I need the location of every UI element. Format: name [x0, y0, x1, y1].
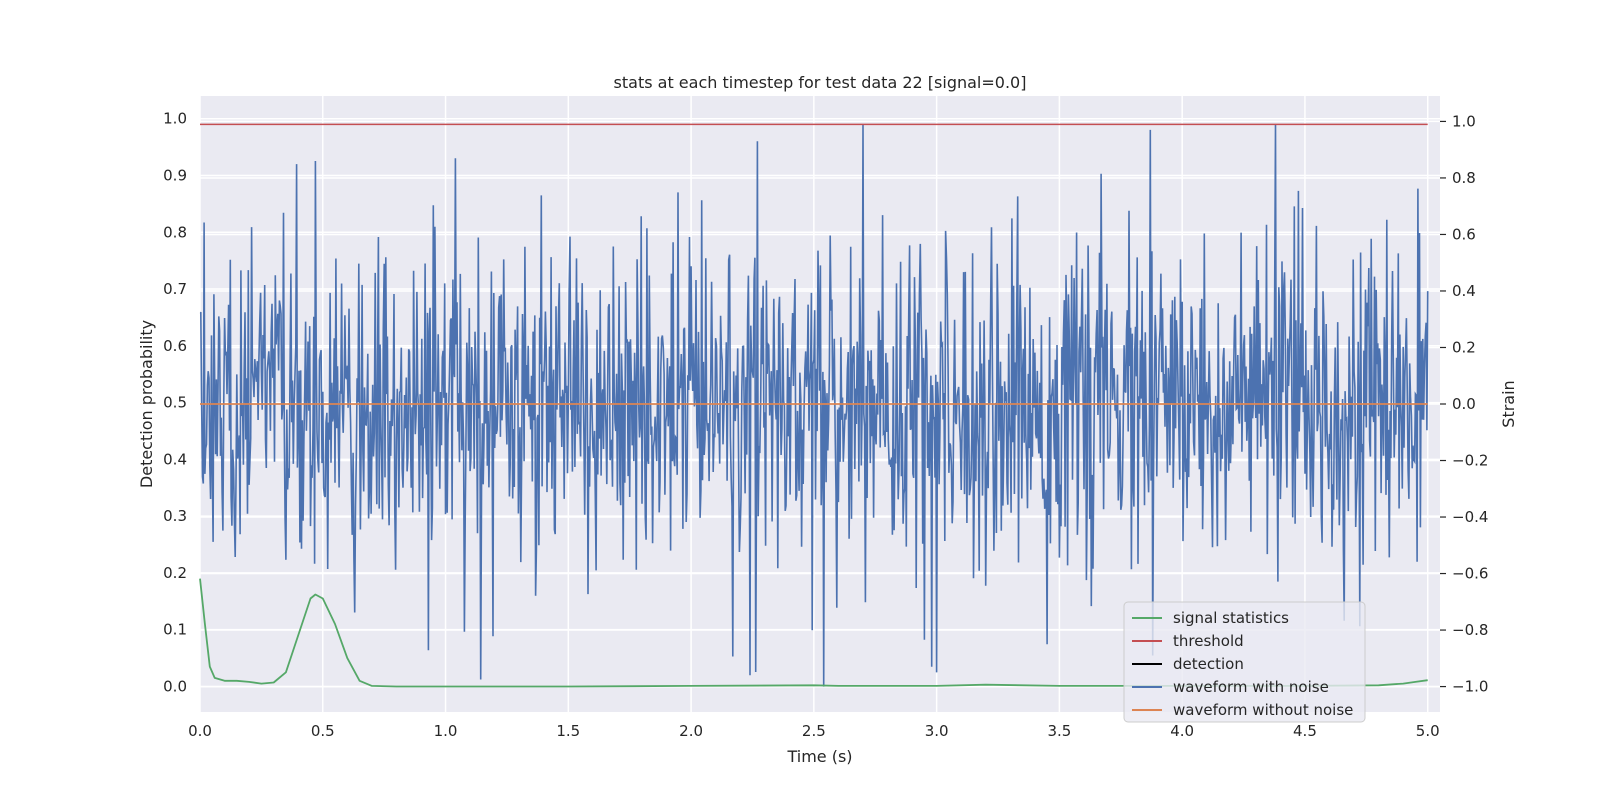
x-tick-label: 3.5 — [1047, 722, 1071, 740]
x-axis-ticks: 0.0 0.5 1.0 1.5 2.0 2.5 3.0 3.5 4.0 4.5 5.0 — [188, 722, 1440, 740]
x-tick-label: 1.0 — [434, 722, 458, 740]
y-right-axis-label: Strain — [1499, 380, 1518, 427]
x-tick-label: 5.0 — [1416, 722, 1440, 740]
y-left-tick-label: 0.1 — [163, 621, 187, 639]
series-waveform-with-noise — [199, 124, 1429, 687]
y-left-tick-label: 0.4 — [163, 450, 187, 468]
legend-label: signal statistics — [1173, 609, 1289, 627]
x-tick-label: 0.5 — [311, 722, 335, 740]
y-left-axis-label: Detection probability — [137, 320, 156, 488]
legend-label: waveform with noise — [1173, 678, 1329, 696]
y-left-tick-label: 0.8 — [163, 223, 187, 241]
y-left-tick-label: 0.5 — [163, 394, 187, 412]
x-tick-label: 4.5 — [1293, 722, 1317, 740]
x-tick-label: 3.0 — [925, 722, 949, 740]
x-tick-label: 2.5 — [802, 722, 826, 740]
y-right-tick-label: 1.0 — [1452, 112, 1476, 130]
y-right-tick-label: −0.2 — [1452, 452, 1488, 470]
y-left-tick-label: 0.2 — [163, 564, 187, 582]
y-left-tick-label: 0.9 — [163, 166, 187, 184]
y-right-tick-label: −0.4 — [1452, 508, 1488, 526]
x-tick-label: 2.0 — [679, 722, 703, 740]
legend-box — [1123, 601, 1366, 723]
y-right-tick-label: 0.8 — [1452, 169, 1476, 187]
y-left-tick-label: 0.3 — [163, 507, 187, 525]
y-left-tick-label: 1.0 — [163, 110, 187, 128]
y-right-tick-label: −0.6 — [1452, 565, 1488, 583]
y-right-tick-label: −0.8 — [1452, 621, 1488, 639]
x-tick-label: 0.0 — [188, 722, 212, 740]
x-tick-label: 1.5 — [556, 722, 580, 740]
y-right-axis-ticks: −1.0 −0.8 −0.6 −0.4 −0.2 0.0 0.2 0.4 0.6 0.8 1.0 — [1440, 112, 1488, 696]
y-left-tick-label: 0.6 — [163, 337, 187, 355]
y-right-tick-label: 0.2 — [1452, 338, 1476, 356]
y-right-tick-label: 0.0 — [1452, 395, 1476, 413]
y-right-tick-label: 0.4 — [1452, 282, 1476, 300]
y-right-tick-label: −1.0 — [1452, 678, 1488, 696]
legend-label: threshold — [1173, 632, 1244, 650]
legend-label: detection — [1173, 655, 1244, 673]
legend-label: waveform without noise — [1173, 701, 1353, 719]
x-axis-label: Time (s) — [786, 747, 852, 766]
y-left-tick-label: 0.0 — [163, 677, 187, 695]
y-right-tick-label: 0.6 — [1452, 225, 1476, 243]
y-left-axis-ticks: 0.0 0.1 0.2 0.3 0.4 0.5 0.6 0.7 0.8 0.9 1.0 — [163, 110, 187, 696]
chart-title: stats at each timestep for test data 22 … — [614, 73, 1027, 92]
y-left-tick-label: 0.7 — [163, 280, 187, 298]
legend: signal statistics threshold detection wavef… — [1123, 601, 1366, 723]
x-tick-label: 4.0 — [1170, 722, 1194, 740]
